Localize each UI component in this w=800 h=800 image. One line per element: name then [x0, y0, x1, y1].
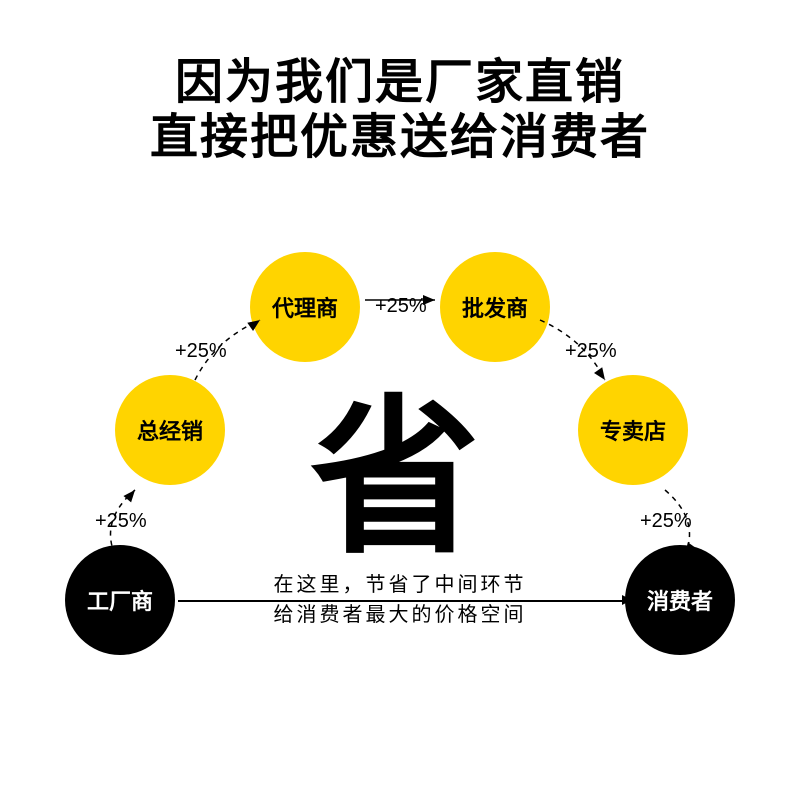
arrowhead-icon-0	[123, 487, 138, 503]
arrowhead-icon-3	[594, 367, 609, 383]
arrowhead-icon-4	[681, 542, 696, 558]
subtext-line1: 在这里，节省了中间环节	[0, 570, 800, 600]
arcs-layer	[0, 0, 800, 800]
pct-label-0: +25%	[95, 510, 147, 533]
pct-label-2: +25%	[375, 295, 427, 318]
pct-label-1: +25%	[175, 340, 227, 363]
pct-label-4: +25%	[640, 510, 692, 533]
subtext: 在这里，节省了中间环节 给消费者最大的价格空间	[0, 570, 800, 630]
subtext-line2: 给消费者最大的价格空间	[0, 600, 800, 630]
pct-label-3: +25%	[565, 340, 617, 363]
arrowhead-icon-1	[247, 316, 263, 331]
